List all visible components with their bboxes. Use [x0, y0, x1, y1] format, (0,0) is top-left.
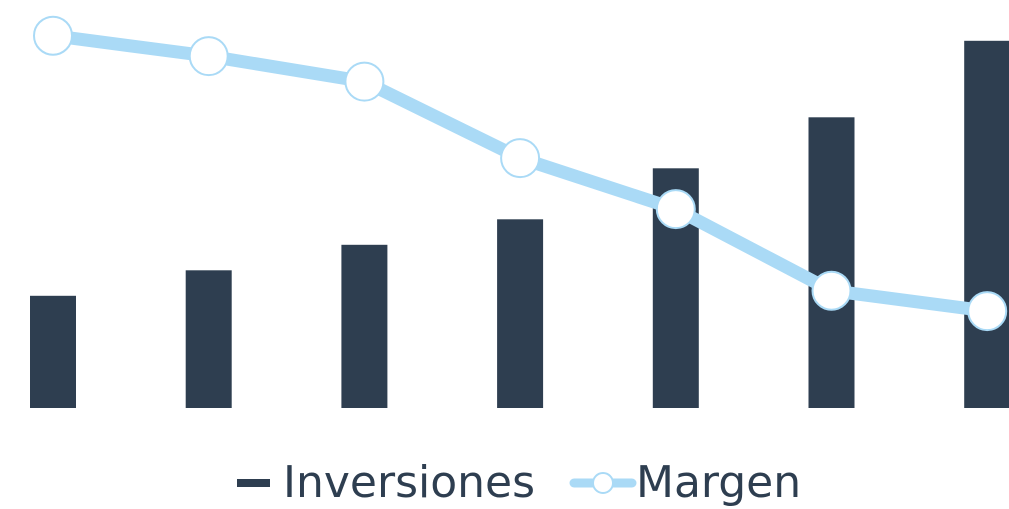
- bar-inversiones-2[interactable]: [185, 270, 232, 408]
- marker-margen-4[interactable]: [500, 138, 541, 179]
- bars-layer: [30, 40, 1009, 409]
- legend-swatch-inversiones: [237, 479, 270, 487]
- marker-margen-1[interactable]: [33, 15, 73, 56]
- legend: Inversiones Margen: [237, 457, 801, 508]
- bar-inversiones-3[interactable]: [341, 244, 388, 408]
- marker-margen-6[interactable]: [811, 270, 852, 311]
- marker-margen-7[interactable]: [967, 291, 1008, 332]
- marker-margen-5[interactable]: [655, 189, 696, 230]
- bar-inversiones-1[interactable]: [30, 295, 76, 408]
- legend-label-margen: Margen: [636, 457, 801, 508]
- marker-margen-3[interactable]: [344, 61, 385, 102]
- markers-layer: [33, 15, 1008, 332]
- legend-item-margen[interactable]: Margen: [569, 457, 801, 508]
- bar-inversiones-4[interactable]: [497, 219, 544, 408]
- legend-item-inversiones[interactable]: Inversiones: [237, 457, 535, 508]
- marker-margen-2[interactable]: [188, 36, 229, 77]
- bar-inversiones-7[interactable]: [964, 40, 1009, 409]
- legend-swatch-margen-marker: [592, 472, 614, 494]
- legend-label-inversiones: Inversiones: [283, 457, 535, 508]
- bar-inversiones-6[interactable]: [808, 117, 855, 409]
